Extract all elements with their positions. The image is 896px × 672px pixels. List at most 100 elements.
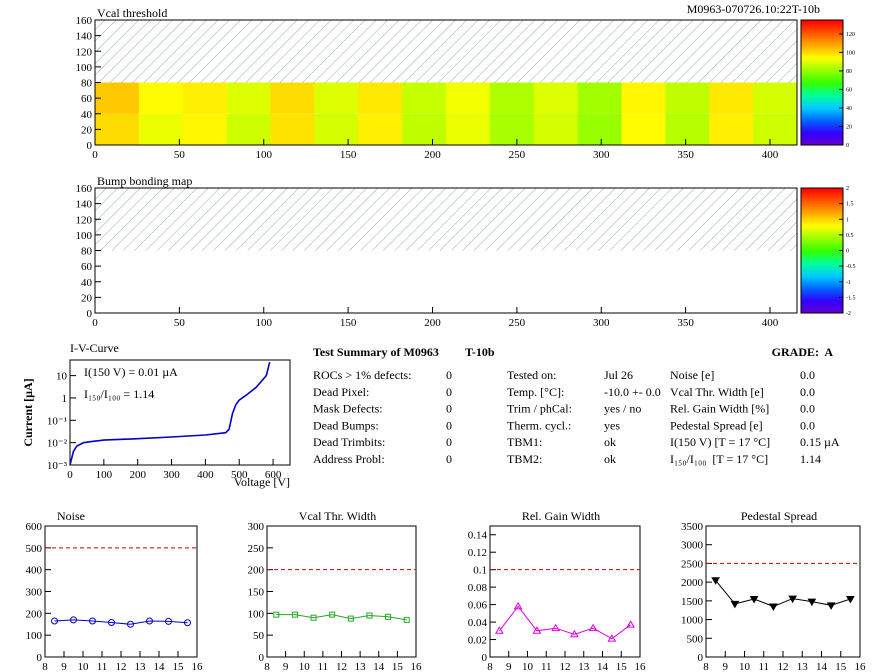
x-tick-label: 300: [593, 317, 610, 329]
colorbar-step: [801, 61, 843, 65]
y-tick-label: 0: [87, 308, 93, 320]
y-tick-label: 500: [687, 633, 704, 645]
x-tick-label: 13: [355, 661, 367, 672]
heat-cell: [577, 113, 622, 145]
colorbar-step: [801, 256, 843, 260]
marker: [769, 603, 778, 611]
summary-value: 0: [446, 418, 452, 432]
y-tick-label: 0: [87, 140, 93, 152]
y-tick-label: 10⁻³: [47, 460, 68, 472]
colorbar-step: [801, 57, 843, 61]
colorbar-step: [801, 304, 843, 308]
x-tick-label: 16: [855, 661, 867, 672]
x-tick-label: 200: [129, 469, 146, 481]
y-tick-label: 1: [62, 393, 68, 405]
colorbar-step: [801, 126, 843, 129]
marker: [127, 620, 134, 628]
colorbar-step: [801, 134, 843, 138]
summary-label: Vcal Thr. Width [e]: [670, 385, 764, 399]
colorbar-step: [801, 132, 843, 136]
colorbar-step: [801, 242, 843, 245]
colorbar-step: [801, 233, 843, 237]
heat-cell: [533, 82, 579, 114]
marker: [403, 616, 410, 623]
colorbar-step: [801, 275, 843, 279]
colorbar-label: 1: [846, 217, 849, 223]
heat-cell: [446, 82, 491, 114]
colorbar-step: [801, 252, 843, 256]
y-tick-label: 0.04: [468, 617, 488, 629]
colorbar-label: 0: [846, 249, 849, 255]
summary-label: Pedestal Spread [e]: [670, 418, 763, 432]
x-tick-label: 50: [174, 149, 186, 161]
colorbar-step: [801, 109, 843, 113]
colorbar-step: [801, 59, 843, 63]
colorbar-step: [801, 308, 843, 312]
colorbar-label: 60: [846, 87, 852, 93]
summary-label: Rel. Gain Width [%]: [670, 402, 769, 416]
colorbar-step: [801, 202, 843, 206]
marker: [165, 617, 172, 625]
colorbar-step: [801, 200, 843, 204]
x-tick-label: 16: [635, 661, 647, 672]
colorbar-step: [801, 67, 843, 71]
colorbar-step: [801, 248, 843, 251]
summary-label: Mask Defects:: [313, 402, 383, 416]
colorbar-step: [801, 215, 843, 218]
y-tick-label: 160: [76, 183, 93, 195]
y-tick-label: 200: [248, 565, 265, 577]
colorbar-step: [801, 213, 843, 216]
y-tick-label: 80: [81, 78, 93, 90]
marker: [626, 620, 635, 628]
heat-cell: [489, 113, 535, 145]
colorbar-step: [801, 217, 843, 220]
colorbar-step: [801, 277, 843, 281]
x-tick-label: 0: [92, 317, 98, 329]
marker: [329, 611, 336, 618]
colorbar-step: [801, 229, 843, 233]
y-tick-label: 160: [76, 15, 93, 27]
heat-cell: [182, 113, 228, 145]
heat-cell: [402, 82, 447, 114]
summary-label: I(150 V) [T = 17 °C]: [670, 435, 770, 449]
y-tick-label: 10: [56, 371, 68, 383]
summary-value: yes: [604, 418, 620, 432]
y-tick-label: 100: [76, 62, 93, 74]
marker: [730, 600, 740, 609]
marker: [273, 611, 280, 618]
x-tick-label: 10: [299, 661, 311, 672]
summary-value: 0.0: [800, 402, 815, 416]
heat-cell: [314, 82, 359, 114]
colorbar-step: [801, 24, 843, 27]
colorbar-step: [801, 128, 843, 131]
colorbar-step: [801, 22, 843, 25]
y-tick-label: 140: [76, 199, 93, 211]
summary-value: -10.0 +- 0.0: [604, 385, 661, 399]
heat-cell: [621, 113, 666, 145]
y-tick-label: 40: [81, 109, 93, 121]
colorbar-step: [801, 122, 843, 125]
x-tick-label: 100: [256, 149, 273, 161]
plot-frame: [44, 525, 198, 658]
colorbar-step: [801, 113, 843, 117]
colorbar-step: [801, 190, 843, 193]
colorbar-label: 120: [846, 32, 855, 38]
y-tick-label: 40: [81, 277, 93, 289]
colorbar-step: [801, 298, 843, 301]
x-tick-label: 300: [593, 149, 610, 161]
summary-label: Dead Pixel:: [313, 385, 369, 399]
x-tick-label: 600: [265, 469, 282, 481]
y-tick-label: 3500: [681, 521, 704, 533]
colorbar-step: [801, 306, 843, 310]
summary-label: TBM1:: [507, 435, 542, 449]
x-tick-label: 9: [506, 661, 512, 672]
colorbar-label: -0.5: [846, 264, 856, 270]
colorbar-step: [801, 107, 843, 111]
summary-label: I₁₅₀/I₁₀₀ [T = 17 °C]: [670, 452, 768, 466]
plot-frame: [266, 525, 417, 658]
y-tick-label: 0.1: [473, 565, 487, 577]
colorbar-step: [801, 210, 843, 214]
colorbar-step: [801, 28, 843, 31]
colorbar-step: [801, 97, 843, 100]
y-tick-label: 0.14: [468, 530, 488, 542]
